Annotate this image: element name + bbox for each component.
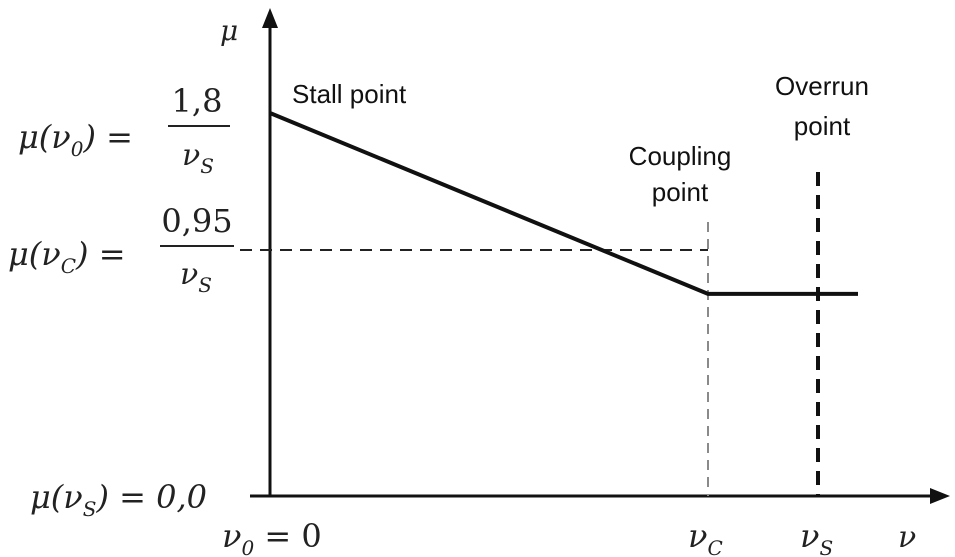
y-axis-title: μ	[220, 14, 238, 47]
axes	[250, 8, 950, 504]
x-tick-v0: ν0 = 0	[222, 517, 322, 557]
y-tick-mu0: μ(ν0) = 1,8 νS	[18, 82, 230, 178]
svg-text:μ(ν0) =: μ(ν0) =	[18, 118, 133, 161]
svg-text:1,8: 1,8	[172, 82, 223, 120]
x-axis-arrow	[930, 488, 950, 504]
svg-text:μ(νC) =: μ(νC) =	[8, 235, 126, 278]
x-tick-vC: νC	[688, 517, 723, 557]
annotation-overrun-line2: point	[794, 111, 851, 141]
annotation-coupling-line2: point	[652, 177, 709, 207]
y-axis-arrow	[262, 8, 278, 28]
x-axis-title: ν	[898, 520, 916, 555]
svg-text:νS: νS	[180, 257, 212, 297]
y-tick-muC: μ(νC) = 0,95 νS	[8, 202, 234, 297]
svg-text:νS: νS	[182, 138, 214, 178]
y-tick-muS: μ(νS) = 0,0	[30, 478, 207, 521]
svg-text:0,95: 0,95	[161, 202, 232, 240]
x-tick-vS: νS	[800, 517, 833, 557]
svg-text:μ(νS) = 0,0: μ(νS) = 0,0	[30, 478, 207, 521]
annotation-overrun-line1: Overrun	[775, 71, 869, 101]
annotation-stall-point: Stall point	[292, 79, 407, 109]
annotation-coupling-line1: Coupling	[629, 141, 732, 171]
friction-curve	[269, 111, 858, 296]
